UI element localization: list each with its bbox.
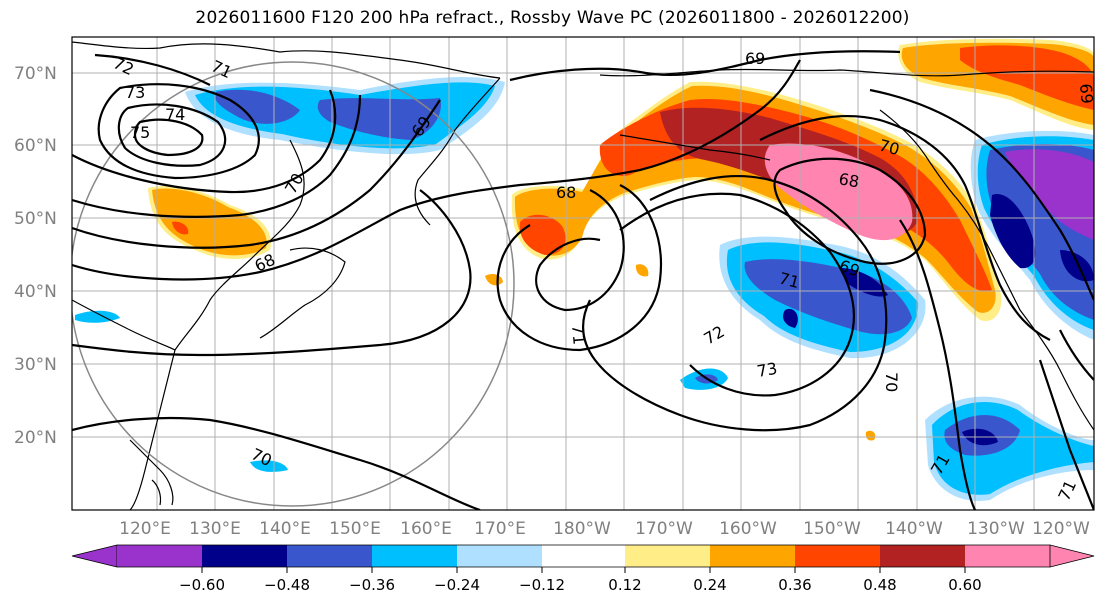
colorbar-cell xyxy=(457,545,542,567)
contour-label: 71 xyxy=(777,269,802,293)
contour-label: 68 xyxy=(837,169,860,191)
lon-label: 170°E xyxy=(474,519,526,539)
lat-label: 40°N xyxy=(14,282,57,302)
colorbar-cell xyxy=(880,545,965,567)
coastlines xyxy=(72,41,1094,510)
lon-label: 160°E xyxy=(400,519,452,539)
contour-label: 70 xyxy=(882,372,901,392)
contour-label: 69 xyxy=(1076,83,1097,105)
colorbar-tick-label: −0.60 xyxy=(179,576,225,594)
colorbar-cell xyxy=(710,545,795,567)
lon-label: 120°E xyxy=(119,519,171,539)
colorbar-tick-label: −0.12 xyxy=(519,576,565,594)
contour-label: 74 xyxy=(165,105,185,124)
lat-label: 30°N xyxy=(14,355,57,375)
map-title: 2026011600 F120 200 hPa refract., Rossby… xyxy=(195,8,910,28)
map-field: 72 73 74 75 71 70 69 68 68 69 70 68 69 7… xyxy=(72,37,1097,510)
colorbar-tick-label: 0.36 xyxy=(778,576,811,594)
colorbar-cell xyxy=(542,545,625,567)
contour-label: 70 xyxy=(877,136,902,160)
lon-label: 150°E xyxy=(329,519,381,539)
contour-label: 69 xyxy=(745,49,765,68)
colorbar-cell xyxy=(287,545,372,567)
colorbar-cell xyxy=(202,545,287,567)
lon-label: 140°E xyxy=(259,519,311,539)
colorbar-tick-label: −0.36 xyxy=(349,576,395,594)
lat-label: 60°N xyxy=(14,136,57,156)
latitude-labels: 20°N 30°N 40°N 50°N 60°N 70°N xyxy=(14,64,57,448)
lon-label: 130°E xyxy=(189,519,241,539)
refractivity-contours xyxy=(72,50,1094,510)
colorbar-tick-label: 0.24 xyxy=(693,576,726,594)
colorbar-tick-label: 0.12 xyxy=(608,576,641,594)
contour-label: 68 xyxy=(556,183,576,202)
lon-label: 180°W xyxy=(553,519,611,539)
contour-label: 73 xyxy=(125,83,145,102)
lon-label: 170°W xyxy=(635,519,693,539)
colorbar-cell xyxy=(1049,544,1095,568)
lon-label: 160°W xyxy=(719,519,777,539)
lon-label: 150°W xyxy=(803,519,861,539)
lon-label: 140°W xyxy=(885,519,943,539)
contour-label: 73 xyxy=(755,359,778,381)
colorbar-cell xyxy=(71,544,118,568)
colorbar-cell xyxy=(795,545,880,567)
map-frame xyxy=(71,36,1095,511)
longitude-labels: 120°E 130°E 140°E 150°E 160°E 170°E 180°… xyxy=(119,519,1090,539)
colorbar: −0.60 −0.48 −0.36 −0.24 −0.12 0.12 0.24 … xyxy=(71,544,1095,594)
negative-anomaly-shading xyxy=(75,76,1094,501)
lat-label: 50°N xyxy=(14,209,57,229)
colorbar-tick-label: 0.48 xyxy=(863,576,896,594)
colorbar-cell xyxy=(625,545,710,567)
colorbar-tick-label: −0.24 xyxy=(434,576,480,594)
lat-label: 70°N xyxy=(14,64,57,84)
colorbar-tick-label: 0.60 xyxy=(948,576,981,594)
lon-label: 130°W xyxy=(967,519,1025,539)
colorbar-tick-label: −0.48 xyxy=(264,576,310,594)
contour-label: 71 xyxy=(568,324,589,346)
lon-label: 120°W xyxy=(1032,519,1090,539)
range-circle xyxy=(72,61,515,507)
colorbar-cell xyxy=(965,545,1050,567)
lat-label: 20°N xyxy=(14,428,57,448)
colorbar-ticks xyxy=(201,567,966,573)
colorbar-cell xyxy=(117,545,202,567)
contour-label: 75 xyxy=(130,123,150,142)
colorbar-cell xyxy=(372,545,457,567)
positive-anomaly-shading xyxy=(148,38,1094,441)
